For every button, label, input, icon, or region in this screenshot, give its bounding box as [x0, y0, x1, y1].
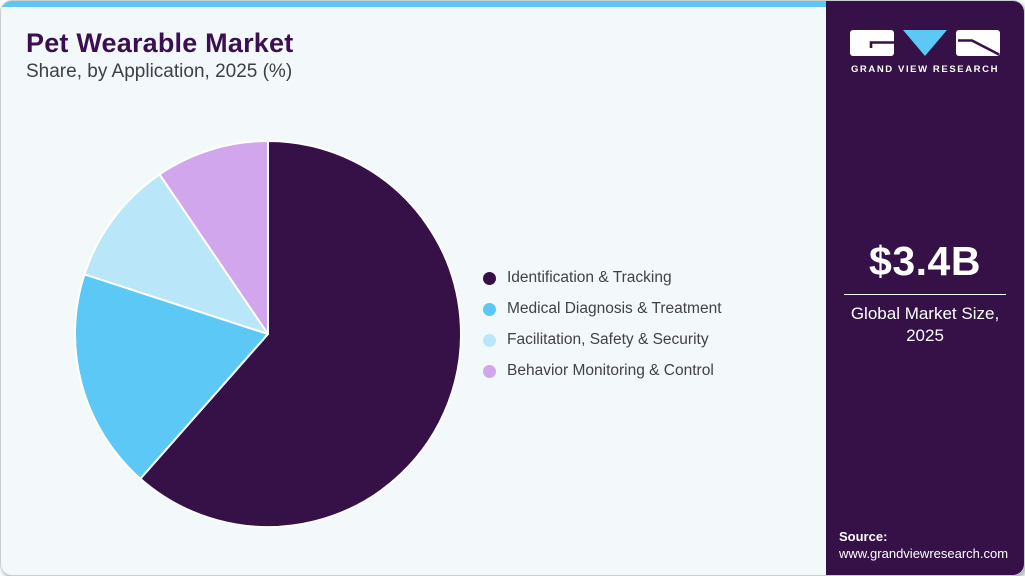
legend-label: Facilitation, Safety & Security: [507, 331, 709, 348]
pie-chart: [74, 140, 462, 528]
market-size-divider: [844, 294, 1006, 295]
gvr-logo-icon: [850, 30, 1000, 56]
legend-item: Behavior Monitoring & Control: [483, 362, 722, 380]
source-label: Source:: [839, 528, 888, 544]
pie-slice-1: [74, 273, 269, 480]
legend: Identification & Tracking Medical Diagnos…: [483, 269, 722, 380]
logo-r-notch: [958, 39, 1000, 56]
logo: GRAND VIEW RESEARCH: [826, 28, 1024, 75]
pie-slice-3: [158, 140, 269, 335]
pie-chart-container: [73, 139, 463, 529]
market-size-value: $3.4B: [869, 238, 981, 284]
brand-sidebar: GRAND VIEW RESEARCH $3.4B Global Market …: [826, 1, 1024, 575]
legend-dot-icon: [483, 271, 496, 285]
logo-wordmark: GRAND VIEW RESEARCH: [850, 64, 1000, 75]
pie-slice-2: [83, 173, 269, 335]
legend-item: Identification & Tracking: [483, 269, 722, 287]
legend-item: Medical Diagnosis & Treatment: [483, 300, 722, 318]
market-size-label: Global Market Size, 2025: [850, 304, 1000, 346]
legend-dot-icon: [483, 364, 496, 378]
market-size-block: $3.4B Global Market Size, 2025: [826, 238, 1024, 347]
source-url-link[interactable]: www.grandviewresearch.com: [839, 546, 1009, 562]
legend-dot-icon: [483, 302, 496, 316]
logo-g-notch: [869, 41, 894, 48]
top-accent-bar: [1, 1, 828, 7]
legend-label: Identification & Tracking: [507, 269, 672, 286]
legend-label: Behavior Monitoring & Control: [507, 362, 714, 379]
pie-slice-0: [139, 140, 462, 528]
page-subtitle: Share, by Application, 2025 (%): [26, 61, 293, 82]
source-block: Source: www.grandviewresearch.com: [839, 528, 1008, 563]
legend-item: Facilitation, Safety & Security: [483, 331, 722, 349]
page-title: Pet Wearable Market: [26, 28, 294, 58]
legend-label: Medical Diagnosis & Treatment: [507, 300, 722, 317]
legend-dot-icon: [483, 333, 496, 347]
chart-panel: Pet Wearable Market Share, by Applicatio…: [1, 1, 828, 575]
logo-v-triangle: [903, 30, 947, 56]
